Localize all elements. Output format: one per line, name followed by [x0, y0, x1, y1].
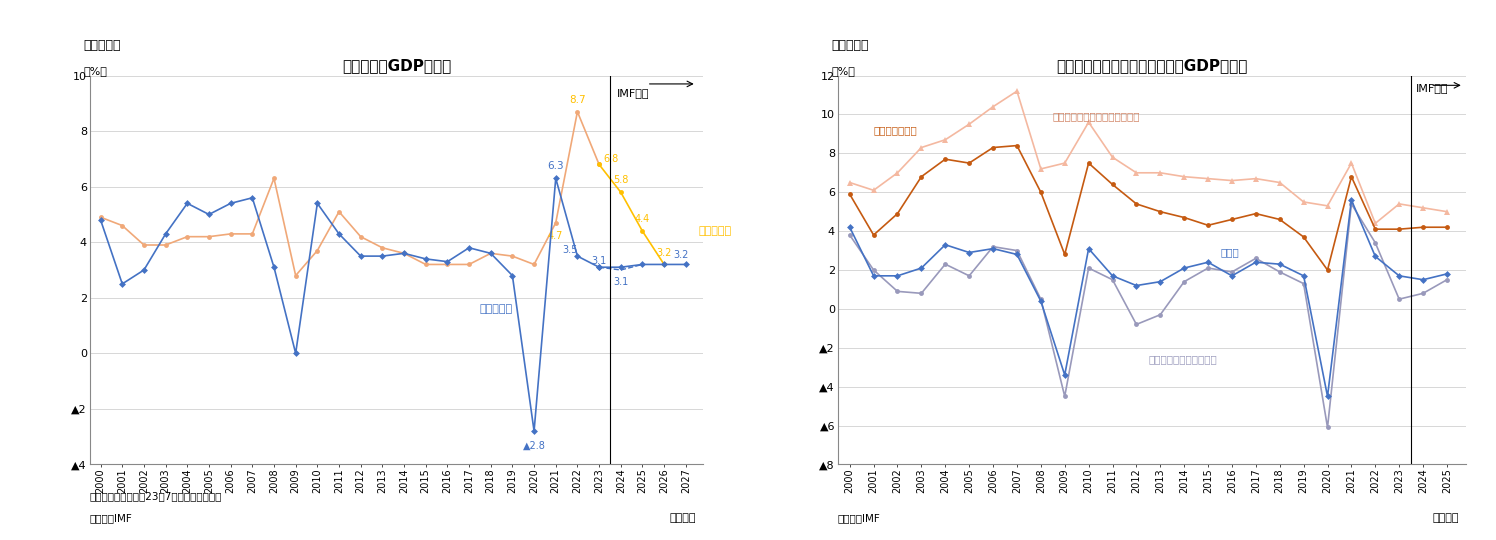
Text: （年次）: （年次） [1432, 513, 1459, 523]
Text: 3.5: 3.5 [562, 245, 577, 255]
Text: （%）: （%） [832, 65, 856, 76]
Text: IMF予測: IMF予測 [1415, 83, 1448, 93]
Text: 8.7: 8.7 [568, 94, 586, 105]
Text: 3.1: 3.1 [591, 256, 607, 266]
Text: 新興国・途上国（うちアジア）: 新興国・途上国（うちアジア） [1053, 111, 1140, 122]
Text: 先進国: 先進国 [1221, 247, 1239, 258]
Text: 先進国（うちユーロ圏）: 先進国（うちユーロ圏） [1149, 354, 1218, 364]
Title: 世界の実質GDP伸び率: 世界の実質GDP伸び率 [341, 58, 452, 73]
Text: 3.2: 3.2 [657, 247, 672, 258]
Text: 5.8: 5.8 [613, 176, 628, 185]
Text: 3.2: 3.2 [673, 250, 690, 260]
Text: 実質成長率: 実質成長率 [480, 304, 513, 314]
Text: （年次）: （年次） [669, 513, 696, 523]
Text: （注）破線は前回（23年7月時点）の見通し: （注）破線は前回（23年7月時点）の見通し [90, 491, 221, 502]
Text: （資料）IMF: （資料）IMF [90, 513, 133, 523]
Text: （%）: （%） [84, 65, 108, 76]
Text: 6.3: 6.3 [548, 161, 564, 171]
Text: IMF予測: IMF予測 [616, 88, 649, 98]
Text: 6.8: 6.8 [603, 154, 619, 164]
Text: （図表１）: （図表１） [84, 39, 121, 52]
Text: （資料）IMF: （資料）IMF [838, 513, 881, 523]
Text: 新興国・途上国: 新興国・途上国 [874, 125, 917, 135]
Text: 3.1: 3.1 [613, 277, 628, 287]
Text: 4.7: 4.7 [548, 231, 564, 240]
Text: インフレ率: インフレ率 [699, 226, 732, 236]
Text: ▲2.8: ▲2.8 [522, 441, 546, 451]
Title: 先進国と新興国・途上国の実質GDP伸び率: 先進国と新興国・途上国の実質GDP伸び率 [1056, 58, 1248, 73]
Text: （図表２）: （図表２） [832, 39, 869, 52]
Text: 4.4: 4.4 [634, 214, 651, 224]
